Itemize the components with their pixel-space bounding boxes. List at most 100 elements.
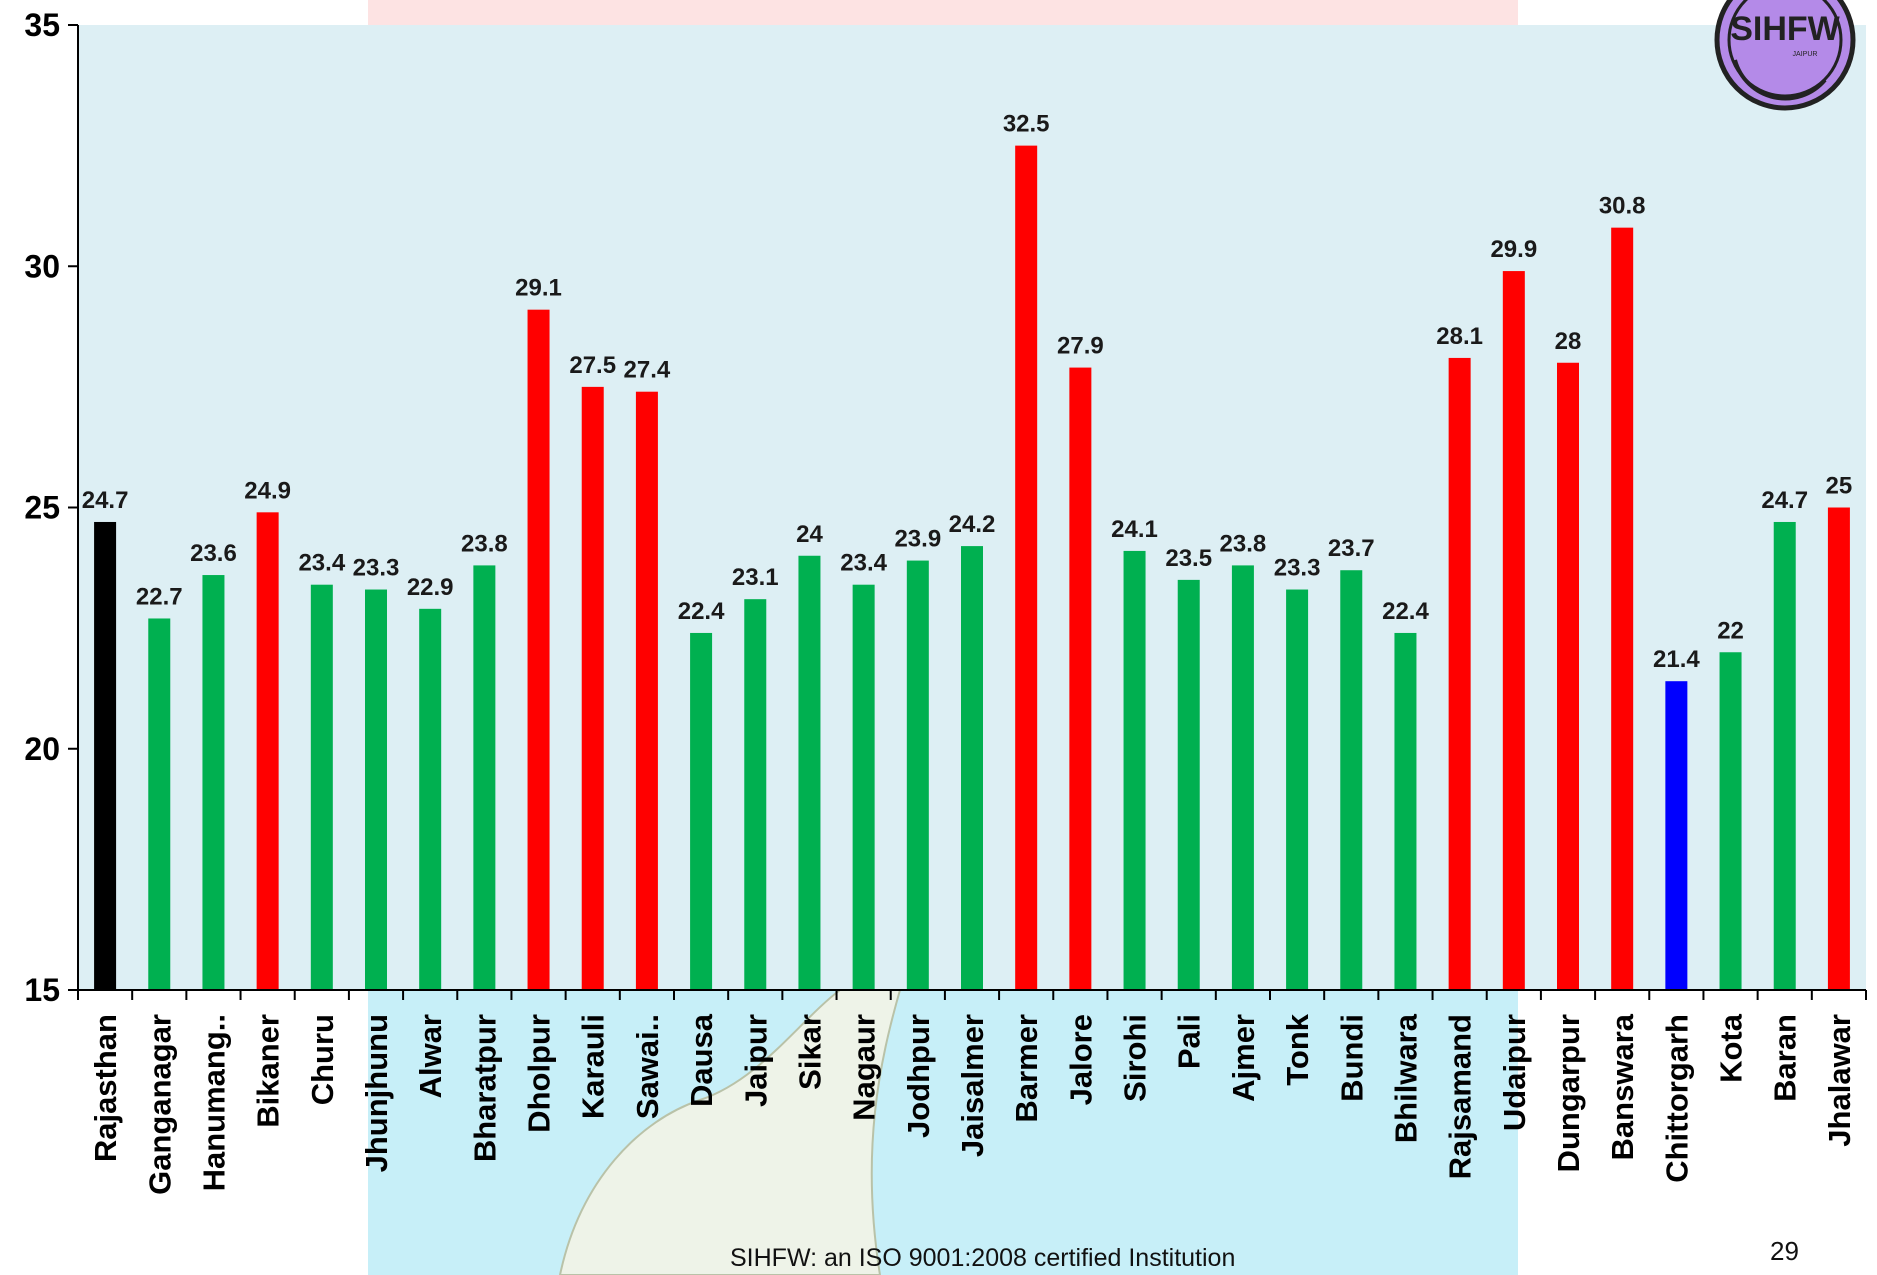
x-tick-label: Pali [1172,1014,1207,1069]
x-tick-label: Jodhpur [901,1014,936,1138]
bar-value-label: 24.1 [1111,516,1158,543]
bar-value-label: 23.9 [894,526,941,553]
bar [148,618,171,990]
bar-value-label: 24.7 [82,487,129,514]
bar-value-label: 21.4 [1653,646,1700,673]
y-tick-label: 30 [24,248,60,284]
bar-value-label: 29.1 [515,275,562,302]
y-tick-label: 35 [24,7,60,43]
x-tick-label: Sikar [792,1014,827,1090]
bar-value-label: 22.4 [1382,598,1429,625]
bar-value-label: 24.9 [244,477,291,504]
map-landmass [558,989,902,1275]
bar [310,584,333,990]
x-tick-label: Jhalawar [1822,1014,1857,1147]
bar-value-label: 23.3 [1274,555,1321,582]
bar [1827,507,1850,990]
bar [202,575,225,990]
bar-value-label: 22.7 [136,583,183,610]
x-tick-label: Bikaner [251,1014,286,1128]
x-tick-label: Dausa [684,1013,719,1107]
x-tick-label: Jaipur [738,1014,773,1107]
footer-text: SIHFW: an ISO 9001:2008 certified Instit… [730,1244,1236,1272]
bar [1015,145,1038,990]
bar [906,560,929,990]
x-tick-label: Bharatpur [467,1014,502,1162]
bar-value-label: 23.1 [732,564,779,591]
bar-value-label: 27.5 [569,352,616,379]
logo-subtext: JAIPUR [1793,51,1818,58]
x-tick-label: Churu [305,1014,340,1105]
bar [1502,271,1525,990]
bar-value-label: 28.1 [1436,323,1483,350]
bar-value-label: 30.8 [1599,193,1646,220]
x-tick-label: Rajasthan [88,1014,123,1162]
bar [1177,579,1200,990]
bar-value-label: 22.4 [678,598,725,625]
bar [1123,550,1146,990]
bar [1231,565,1254,990]
bar-value-label: 23.5 [1165,545,1212,572]
x-tick-label: Tonk [1280,1013,1315,1086]
bar-value-label: 23.4 [840,550,887,577]
x-tick-label: Sawai.. [630,1014,665,1119]
x-tick-label: Rajsamand [1443,1014,1478,1179]
bar-value-label: 23.3 [353,555,400,582]
bar-value-label: 32.5 [1003,111,1050,138]
page-number: 29 [1770,1236,1799,1266]
x-tick-label: Bundi [1334,1014,1369,1102]
bar-value-label: 29.9 [1490,236,1537,263]
bar [1557,362,1579,990]
x-tick-label: Hanumang.. [196,1014,231,1191]
bar [365,589,387,990]
y-tick-label: 15 [24,972,60,1008]
bar-value-label: 23.7 [1328,535,1375,562]
x-tick-label: Nagaur [847,1014,882,1121]
x-tick-label: Karauli [576,1014,611,1119]
bars-group [94,145,1850,990]
map-band-bottom [368,990,1518,1275]
bar [1394,632,1417,990]
bar [581,386,604,990]
x-tick-label: Dholpur [522,1014,557,1133]
bar [1448,357,1471,990]
sihfw-logo: SIHFW JAIPUR [1714,0,1856,111]
bar-value-label: 27.4 [624,357,671,384]
x-tick-label: Jaisalmer [955,1014,990,1157]
value-labels-group: 24.7 22.7 23.6 24.9 23.4 23.3 22.9 23.8 29.1 27.5… [82,111,1853,674]
bar [527,309,550,990]
bar [1340,570,1363,990]
bar [1719,652,1742,990]
x-tick-label: Jhunjhunu [359,1014,394,1172]
bar [1665,681,1688,990]
logo-text: SIHFW [1730,10,1840,48]
map-band-top [368,0,1518,25]
y-axis: 15 20 25 30 35 [24,7,79,1008]
bar-value-label: 23.8 [461,530,508,557]
background-map-layer [368,0,1518,1275]
bar [256,512,279,990]
x-tick-label: Chittorgarh [1659,1014,1694,1183]
bar [94,521,117,990]
y-tick-label: 20 [24,731,60,767]
bar-value-label: 23.4 [298,550,345,577]
x-tick-label: Ganganagar [142,1014,177,1195]
x-tick-label: Kota [1714,1013,1749,1083]
x-tick-label: Baran [1768,1014,1803,1102]
x-tick-label: Udaipur [1497,1014,1532,1131]
y-tick-label: 25 [24,490,60,526]
x-tick-label: Ajmer [1226,1014,1261,1102]
bar-value-label: 24.2 [949,511,996,538]
bar-value-label: 24 [796,521,823,548]
bar-value-label: 22.9 [407,574,454,601]
bar [419,608,442,990]
x-tick-label: Jalore [1063,1014,1098,1105]
bar [744,599,767,990]
bar-value-label: 25 [1826,473,1853,500]
bar [1773,521,1796,990]
bar [798,555,821,990]
x-axis: Rajasthan Ganganagar Hanumang.. Bikaner Chur… [77,989,1867,1195]
bar [690,632,713,990]
bar [635,391,658,990]
